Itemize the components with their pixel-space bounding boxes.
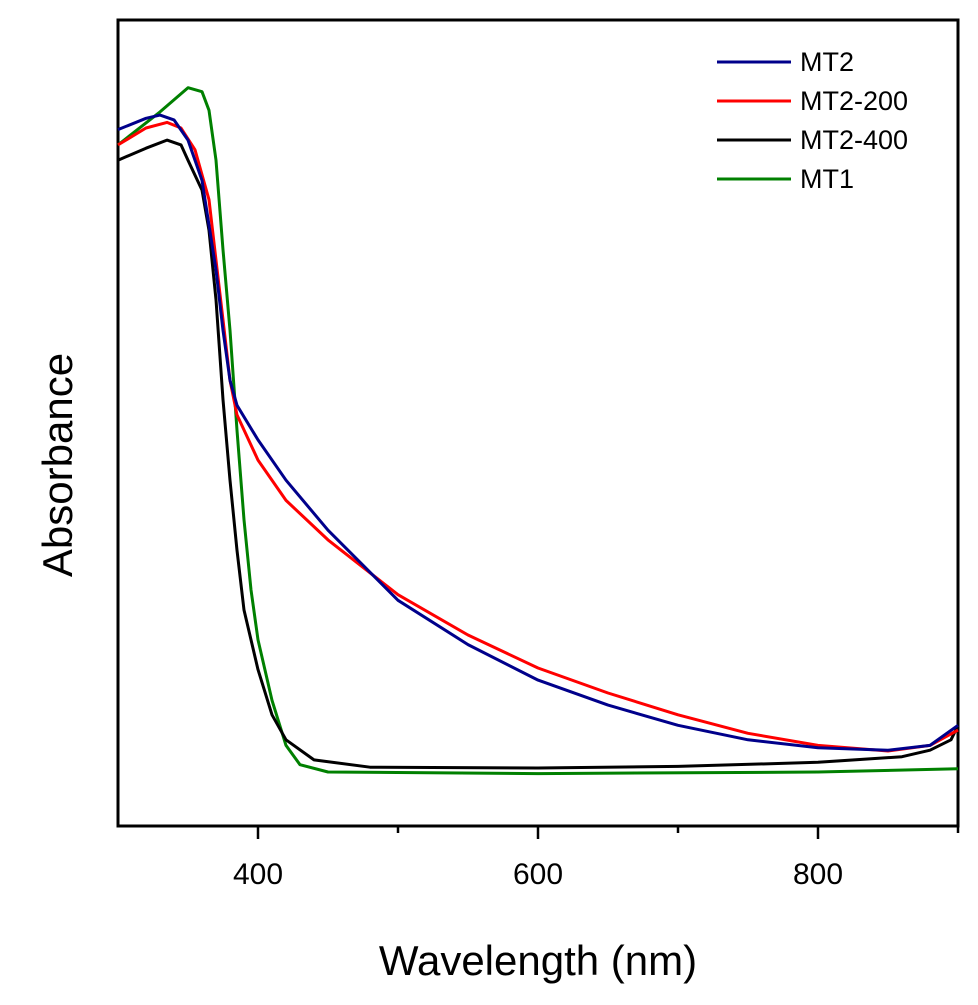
x-axis-label: Wavelength (nm) (379, 937, 697, 984)
x-tick-label: 400 (233, 858, 283, 891)
legend-label: MT2-200 (800, 86, 908, 116)
legend-label: MT1 (800, 164, 854, 194)
legend-label: MT2 (800, 47, 854, 77)
x-tick-label: 600 (513, 858, 563, 891)
legend-label: MT2-400 (800, 125, 908, 155)
x-tick-label: 800 (793, 858, 843, 891)
y-axis-label: Absorbance (34, 353, 81, 577)
series-line-mt2-200 (117, 120, 959, 753)
series-line-mt2-400 (117, 138, 960, 770)
series-line-mt2 (117, 113, 959, 752)
series-line-mt1 (117, 86, 959, 776)
